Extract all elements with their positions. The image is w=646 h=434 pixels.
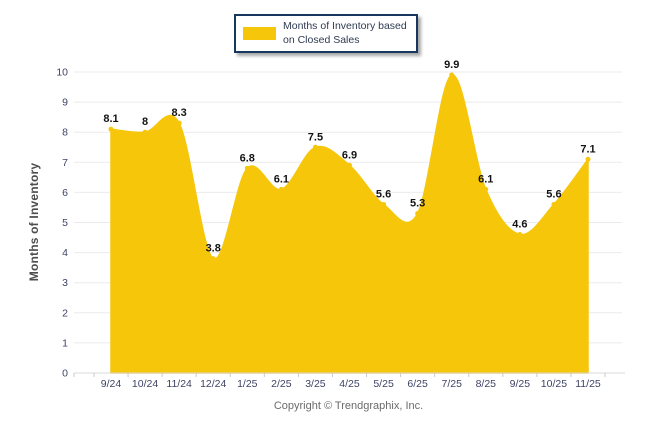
copyright-text: Copyright © Trendgraphix, Inc.: [273, 400, 424, 412]
x-tick-label: 2/25: [271, 378, 292, 390]
x-tick-label: 3/25: [305, 378, 326, 390]
data-point-marker: [312, 144, 318, 150]
x-tick-label: 8/25: [476, 378, 497, 390]
x-tick-label: 5/25: [373, 378, 394, 390]
data-point-label: 8.3: [171, 107, 186, 119]
y-tick-label: 1: [62, 337, 68, 349]
y-tick-label: 10: [56, 67, 68, 79]
y-tick-label: 9: [62, 97, 68, 109]
y-tick-label: 8: [62, 127, 68, 139]
x-tick-label: 11/25: [575, 378, 601, 390]
data-point-marker: [278, 186, 284, 192]
data-point-label: 8: [142, 116, 148, 128]
data-point-label: 6.1: [478, 173, 493, 185]
y-tick-label: 6: [62, 187, 68, 199]
data-point-marker: [347, 162, 352, 168]
data-point-label: 8.1: [103, 113, 118, 125]
y-tick-label: 7: [62, 157, 68, 169]
legend-label: Months of Inventory based on Closed Sale…: [283, 20, 407, 46]
data-point-marker: [244, 165, 250, 171]
x-tick-label: 10/24: [132, 378, 158, 390]
data-point-label: 4.6: [512, 219, 527, 231]
x-tick-label: 9/24: [101, 378, 122, 390]
data-point-marker: [415, 210, 421, 216]
legend-swatch-icon: [243, 27, 276, 41]
x-tick-label: 10/25: [541, 378, 567, 390]
x-tick-label: 7/25: [441, 378, 462, 390]
x-tick-label: 9/25: [510, 378, 531, 390]
data-point-marker: [381, 201, 387, 207]
y-tick-label: 0: [62, 368, 68, 380]
y-tick-label: 4: [62, 247, 68, 259]
data-point-label: 5.6: [546, 188, 561, 200]
x-tick-label: 12/24: [200, 378, 226, 390]
data-point-label: 5.3: [410, 197, 425, 209]
data-point-label: 5.6: [376, 188, 391, 200]
x-tick-label: 4/25: [339, 378, 360, 390]
data-point-marker: [517, 232, 523, 238]
y-tick-label: 2: [62, 307, 68, 319]
data-point-marker: [142, 129, 148, 135]
data-point-label: 3.8: [206, 243, 221, 255]
data-point-label: 6.9: [342, 149, 357, 161]
chart-legend: Months of Inventory based on Closed Sale…: [234, 14, 418, 54]
x-tick-label: 1/25: [237, 378, 258, 390]
data-point-label: 6.1: [274, 173, 289, 185]
data-point-marker: [176, 120, 182, 126]
data-point-marker: [210, 256, 216, 262]
y-tick-label: 3: [62, 277, 68, 289]
y-axis-title: Months of Inventory: [27, 162, 41, 282]
x-tick-label: 6/25: [407, 378, 428, 390]
data-point-marker: [483, 186, 489, 192]
data-point-label: 9.9: [444, 59, 459, 71]
data-point-label: 7.5: [308, 131, 323, 143]
data-point-marker: [585, 156, 591, 162]
y-tick-label: 5: [62, 217, 68, 229]
data-point-marker: [551, 201, 557, 207]
data-point-marker: [449, 72, 455, 78]
data-point-marker: [108, 126, 114, 132]
data-point-label: 7.1: [580, 143, 595, 155]
x-tick-label: 11/24: [166, 378, 192, 390]
data-point-label: 6.8: [240, 152, 255, 164]
